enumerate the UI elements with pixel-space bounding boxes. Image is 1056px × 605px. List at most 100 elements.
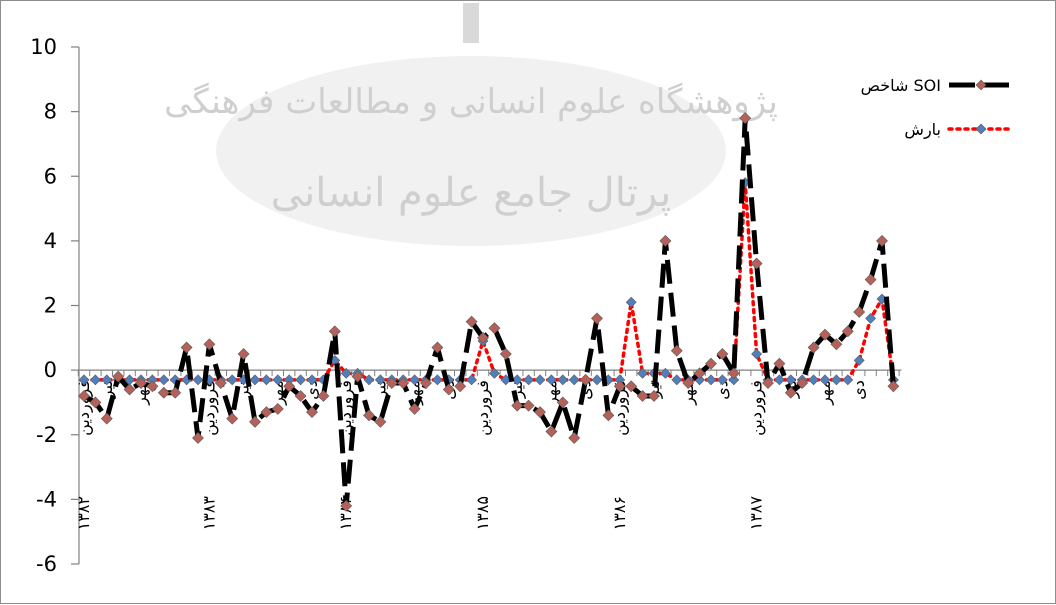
data-point — [511, 374, 523, 386]
data-point — [568, 374, 580, 386]
data-point — [556, 396, 569, 409]
data-point — [876, 234, 888, 247]
data-point — [773, 374, 785, 386]
data-point — [534, 406, 546, 419]
data-point — [808, 374, 820, 386]
data-point — [523, 374, 535, 386]
data-point — [545, 374, 557, 386]
legend-swatch-marker — [975, 123, 987, 135]
data-point — [637, 367, 649, 379]
data-point — [78, 374, 90, 386]
x-tick-label: دی — [712, 380, 731, 400]
y-tick-label: -4 — [36, 487, 57, 511]
data-point — [158, 374, 170, 386]
watermark-emblem-mark — [463, 3, 479, 43]
data-point — [112, 370, 125, 383]
data-point — [226, 374, 238, 386]
data-point — [625, 380, 638, 393]
data-point — [785, 374, 797, 386]
x-tick-label: فروردین — [473, 380, 493, 436]
data-point — [591, 312, 603, 325]
data-point — [328, 325, 341, 338]
data-point — [237, 348, 250, 360]
data-point — [226, 412, 239, 425]
data-point — [807, 341, 820, 354]
data-point — [123, 383, 136, 396]
x-tick-label: فروردین — [747, 380, 767, 436]
data-point — [671, 374, 683, 386]
legend-label: بارش — [904, 120, 941, 140]
x-tick-label: فروردین — [336, 380, 356, 436]
data-point — [306, 406, 318, 419]
data-point — [260, 406, 273, 419]
data-point — [727, 367, 740, 380]
data-point — [659, 234, 672, 247]
data-point — [408, 402, 421, 415]
data-point — [374, 374, 386, 386]
data-point — [830, 374, 842, 386]
data-point — [465, 315, 478, 328]
data-point — [853, 355, 865, 366]
x-year-label: ۱۳۸۷ — [747, 496, 766, 531]
y-tick-label: 0 — [44, 358, 57, 382]
data-point — [842, 374, 854, 386]
data-point — [488, 322, 501, 335]
x-tick-label: فروردین — [199, 380, 219, 436]
data-point — [796, 377, 809, 389]
data-point — [420, 377, 432, 389]
y-tick-label: 10 — [30, 35, 57, 59]
x-tick-label: مهر — [268, 380, 288, 406]
data-point — [557, 374, 569, 386]
data-point — [295, 374, 307, 386]
x-tick-label: تیر — [370, 380, 390, 399]
data-point — [135, 377, 147, 389]
data-point — [784, 386, 797, 399]
watermark-line1: پژوهشگاه علوم انسانی و مطالعات فرهنگی — [164, 82, 778, 122]
y-tick-label: 6 — [44, 164, 57, 188]
data-point — [89, 374, 101, 386]
x-tick-label: دی — [849, 380, 868, 400]
series-line — [82, 115, 896, 509]
data-point — [728, 374, 740, 386]
x-tick-label: تیر — [97, 380, 117, 399]
data-point — [773, 357, 786, 370]
data-point — [249, 415, 261, 428]
data-point — [511, 399, 524, 412]
data-point — [214, 377, 227, 389]
data-point — [363, 374, 375, 386]
data-point — [522, 399, 535, 412]
x-tick-label: مهر — [541, 380, 561, 406]
data-point — [477, 331, 489, 344]
data-point — [830, 338, 843, 351]
data-point — [819, 374, 831, 386]
data-point — [363, 409, 375, 422]
data-point — [431, 374, 443, 386]
data-point — [294, 390, 307, 402]
data-point — [864, 273, 877, 286]
data-point — [192, 432, 204, 444]
data-point — [260, 374, 272, 386]
x-tick-label: فروردین — [74, 380, 94, 436]
data-point — [100, 412, 113, 425]
data-point — [534, 374, 546, 386]
data-point — [602, 409, 615, 422]
data-point — [306, 374, 318, 386]
data-point — [351, 370, 364, 383]
series-layer — [78, 112, 900, 512]
data-point — [739, 112, 752, 125]
data-point — [625, 296, 637, 308]
data-point — [693, 367, 706, 380]
data-point — [272, 374, 284, 386]
data-point — [249, 374, 261, 386]
data-point — [887, 380, 900, 393]
data-point — [568, 432, 581, 444]
x-year-label: ۱۳۸۳ — [199, 496, 218, 531]
legend-swatch-marker — [975, 79, 987, 91]
data-point — [750, 257, 763, 270]
legend-label: شاخص SOI — [861, 76, 941, 96]
data-point — [340, 499, 353, 512]
data-point — [101, 374, 113, 386]
data-point — [78, 390, 90, 402]
data-point — [819, 328, 831, 341]
